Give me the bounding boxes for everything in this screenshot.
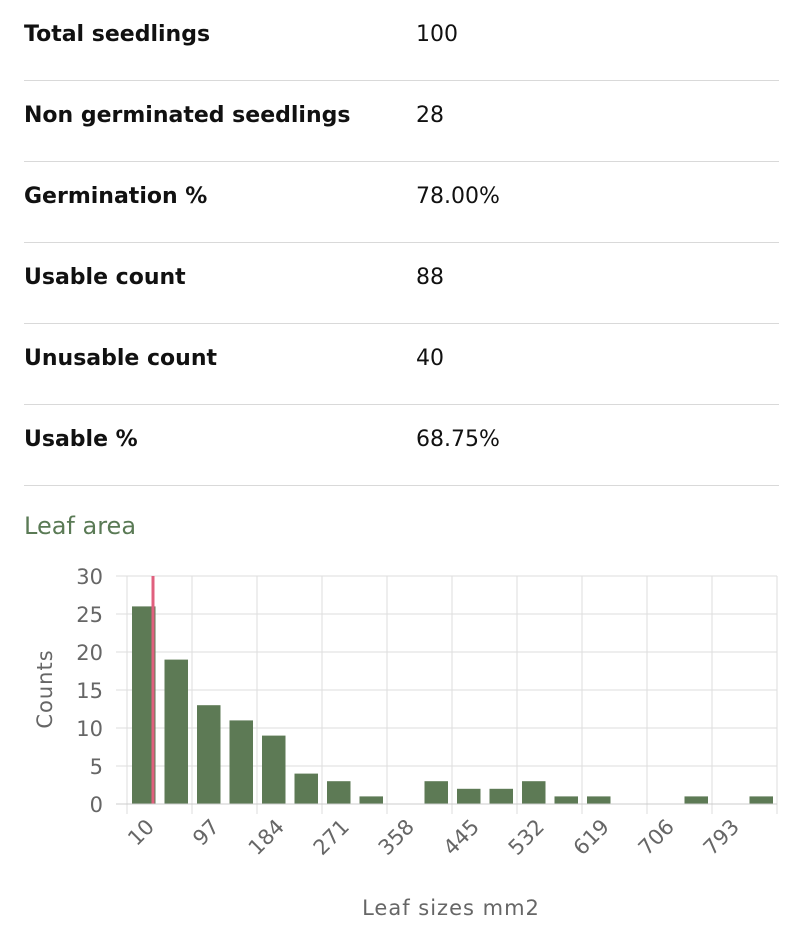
histogram-bar: [522, 781, 546, 804]
y-tick-label: 0: [90, 793, 103, 817]
stat-label: Usable count: [24, 265, 186, 290]
y-tick-label: 5: [90, 755, 103, 779]
chart-bars: [132, 606, 773, 804]
x-tick-label: 271: [309, 815, 354, 860]
histogram-bar: [327, 781, 351, 804]
y-tick-label: 30: [76, 565, 103, 589]
histogram-bar: [489, 788, 513, 804]
stat-row-germination-percent: Germination % 78.00%: [24, 162, 779, 243]
chart-grid: [116, 575, 778, 814]
histogram-bar: [684, 796, 708, 804]
histogram-bar: [587, 796, 611, 804]
y-tick-label: 25: [76, 603, 103, 627]
x-tick-label: 706: [634, 815, 679, 860]
leaf-area-histogram: 0 5 10 15 20 25 30 10 97 184 271 358 445 532 619 706 793…: [33, 565, 778, 920]
stat-value: 68.75%: [416, 427, 500, 452]
stat-value: 40: [416, 346, 444, 371]
histogram-bar: [262, 735, 286, 804]
stat-row-total-seedlings: Total seedlings 100: [24, 0, 779, 81]
histogram-bar: [749, 796, 773, 804]
stat-row-non-germinated: Non germinated seedlings 28: [24, 81, 779, 162]
x-tick-label: 619: [569, 815, 614, 860]
y-tick-label: 10: [76, 717, 103, 741]
x-tick-label: 793: [699, 815, 744, 860]
x-tick-label: 532: [504, 815, 549, 860]
stat-value: 100: [416, 22, 458, 47]
leaf-area-heading: Leaf area: [24, 512, 137, 540]
histogram-bar: [164, 659, 188, 804]
histogram-bar: [132, 606, 156, 804]
x-axis-title: Leaf sizes mm2: [362, 896, 540, 920]
stat-row-usable-percent: Usable % 68.75%: [24, 405, 779, 486]
stat-value: 78.00%: [416, 184, 500, 209]
x-tick-label: 97: [188, 815, 224, 851]
histogram-bar: [457, 788, 481, 804]
histogram-bar: [229, 720, 253, 804]
stat-row-unusable-count: Unusable count 40: [24, 324, 779, 405]
seedling-stats-table: Total seedlings 100 Non germinated seedl…: [24, 0, 779, 486]
stat-label: Total seedlings: [24, 22, 211, 47]
stat-value: 88: [416, 265, 444, 290]
histogram-bar: [554, 796, 578, 804]
histogram-bar: [294, 773, 318, 804]
y-tick-label: 15: [76, 679, 103, 703]
x-tick-label: 184: [244, 815, 289, 860]
x-tick-label: 10: [123, 815, 159, 851]
x-tick-label: 445: [439, 815, 484, 860]
histogram-bar: [424, 781, 448, 804]
stat-row-usable-count: Usable count 88: [24, 243, 779, 324]
stat-label: Usable %: [24, 427, 138, 452]
y-tick-label: 20: [76, 641, 103, 665]
stat-label: Non germinated seedlings: [24, 103, 351, 128]
histogram-bar: [197, 705, 221, 804]
histogram-bar: [359, 796, 383, 804]
y-axis-title: Counts: [33, 649, 57, 728]
x-tick-label: 358: [374, 815, 419, 860]
stat-label: Germination %: [24, 184, 208, 209]
stat-value: 28: [416, 103, 444, 128]
stat-label: Unusable count: [24, 346, 217, 371]
